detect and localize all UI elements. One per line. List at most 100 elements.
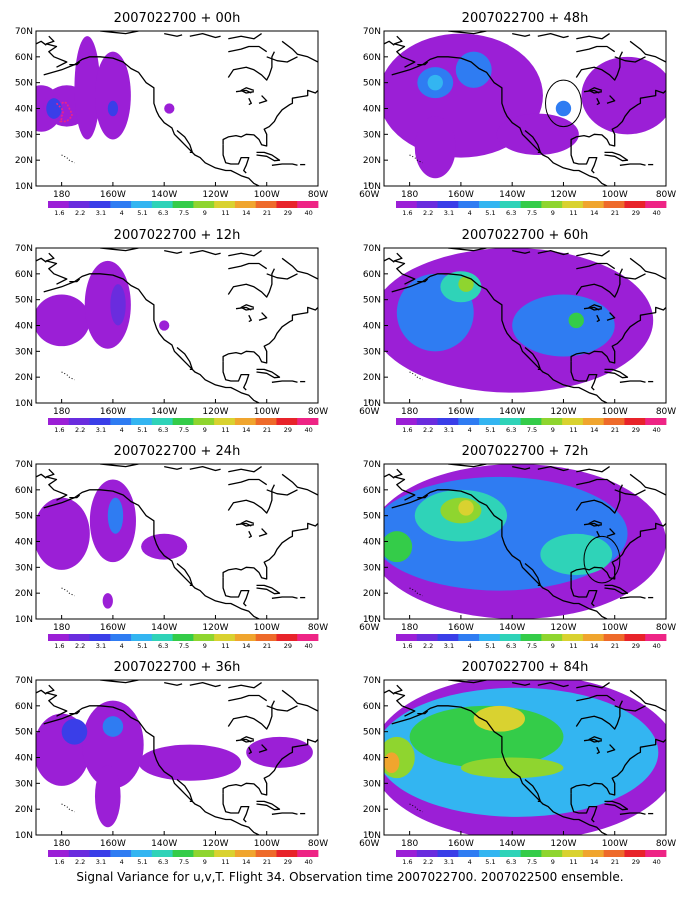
x-tick-label: 60W — [359, 407, 379, 417]
x-tick-label: 140W — [499, 839, 525, 849]
coastline — [235, 306, 252, 311]
coastline — [222, 144, 250, 174]
coastline — [583, 306, 600, 311]
y-tick-label: 10N — [363, 399, 381, 409]
colorbar-label: 14 — [590, 426, 598, 434]
colorbar-label: 5.1 — [485, 209, 495, 217]
coastline — [228, 682, 262, 689]
variance-contour-level-0 — [496, 113, 579, 155]
coastline — [619, 812, 646, 815]
x-tick-label: 140W — [151, 839, 177, 849]
variance-contour-level-9 — [384, 752, 400, 774]
y-tick-label: 10N — [363, 615, 381, 625]
colorbar-label: 11 — [569, 642, 577, 650]
coastlines — [384, 31, 666, 186]
coastline — [576, 466, 610, 473]
coastline — [576, 682, 610, 689]
x-tick-label: 140W — [499, 623, 525, 633]
coastline — [271, 812, 298, 815]
y-tick-label: 20N — [15, 156, 33, 166]
colorbar-label: 4 — [468, 426, 472, 434]
colorbar-label: 7.5 — [527, 642, 537, 650]
y-tick-label: 40N — [15, 754, 33, 764]
x-tick-label: 80W — [308, 623, 328, 633]
y-tick-label: 70N — [15, 244, 33, 254]
variance-contour-level-7 — [458, 276, 474, 292]
colorbar-swatch — [276, 850, 298, 857]
coastlines — [36, 464, 318, 619]
colorbar-label: 1.6 — [402, 858, 412, 866]
coastline — [576, 250, 610, 257]
colorbar-swatch — [624, 850, 646, 857]
y-tick-label: 70N — [363, 27, 381, 37]
variance-contour-level-4 — [427, 74, 443, 91]
coastline — [271, 596, 298, 599]
colorbar-label: 9 — [551, 858, 555, 866]
variance-contour-level-0 — [94, 765, 121, 828]
y-tick-label: 40N — [363, 322, 381, 332]
colorbar-label: 29 — [632, 642, 640, 650]
coastline — [235, 738, 252, 743]
coastline — [391, 56, 610, 186]
colorbar-label: 40 — [304, 426, 312, 434]
colorbar-swatch — [234, 418, 257, 425]
variance-contour-level-0 — [581, 56, 666, 135]
coastline — [417, 710, 429, 715]
colorbar-label: 4 — [120, 642, 124, 650]
y-tick-label: 60N — [15, 486, 33, 496]
coastline — [281, 40, 318, 63]
map-panel-36h: 2007022700 + 36h 10N 20N 30N 40N 50N 60N 70N 180… — [15, 660, 380, 866]
coastline — [176, 347, 194, 371]
colorbar-label: 40 — [652, 209, 660, 217]
colorbar-swatch — [297, 850, 319, 857]
colorbar-label: 2.2 — [423, 426, 433, 434]
x-tick-label: 100W — [602, 623, 628, 633]
colorbar-label: 40 — [304, 642, 312, 650]
hawaii-islands — [61, 154, 75, 164]
coastline — [271, 380, 298, 383]
colorbar-label: 40 — [652, 426, 660, 434]
colorbar-label: 29 — [284, 642, 292, 650]
hawaii-islands — [409, 154, 423, 164]
variance-contour-level-0 — [159, 320, 170, 331]
map-panel-84h: 2007022700 + 84h 10N 20N 30N 40N 50N 60N 70N 180… — [363, 660, 676, 866]
x-tick-label: 160W — [100, 839, 126, 849]
y-tick-label: 30N — [363, 779, 381, 789]
colorbar-label: 6.3 — [506, 209, 516, 217]
colorbar-swatch — [276, 418, 298, 425]
colorbar-label: 29 — [632, 426, 640, 434]
colorbar-swatch — [416, 418, 438, 425]
coastline — [570, 522, 666, 580]
coastline — [36, 257, 47, 263]
coastline — [391, 273, 610, 403]
coastline — [164, 32, 183, 37]
colorbar-label: 9 — [203, 642, 207, 650]
variance-contour-level-0 — [94, 51, 131, 140]
colorbar-swatch — [541, 634, 563, 641]
colorbar-swatch — [541, 850, 563, 857]
colorbar-label: 2.2 — [75, 426, 85, 434]
colorbar-swatch — [645, 850, 667, 857]
colorbar-swatch — [172, 850, 194, 857]
colorbar-label: 6.3 — [506, 642, 516, 650]
colorbar-swatch — [541, 418, 563, 425]
coastline — [45, 35, 68, 68]
colorbar-label: 5.1 — [485, 642, 495, 650]
y-tick-label: 60N — [363, 270, 381, 280]
coastline — [629, 40, 666, 63]
y-tick-label: 20N — [15, 373, 33, 383]
hawaii-islands — [61, 803, 75, 813]
colorbar-label: 3.1 — [444, 858, 454, 866]
coastline — [100, 31, 139, 35]
x-tick-label: 160W — [448, 407, 474, 417]
colorbar-label: 6.3 — [506, 858, 516, 866]
colorbar-swatch — [499, 634, 522, 641]
colorbar-swatch — [458, 634, 480, 641]
colorbar-label: 5.1 — [485, 858, 495, 866]
colorbar-swatch — [499, 418, 522, 425]
y-tick-label: 30N — [15, 347, 33, 357]
colorbar-label: 7.5 — [179, 209, 189, 217]
coastline — [393, 684, 416, 717]
colorbar-label: 11 — [221, 426, 229, 434]
coastline — [524, 779, 542, 803]
